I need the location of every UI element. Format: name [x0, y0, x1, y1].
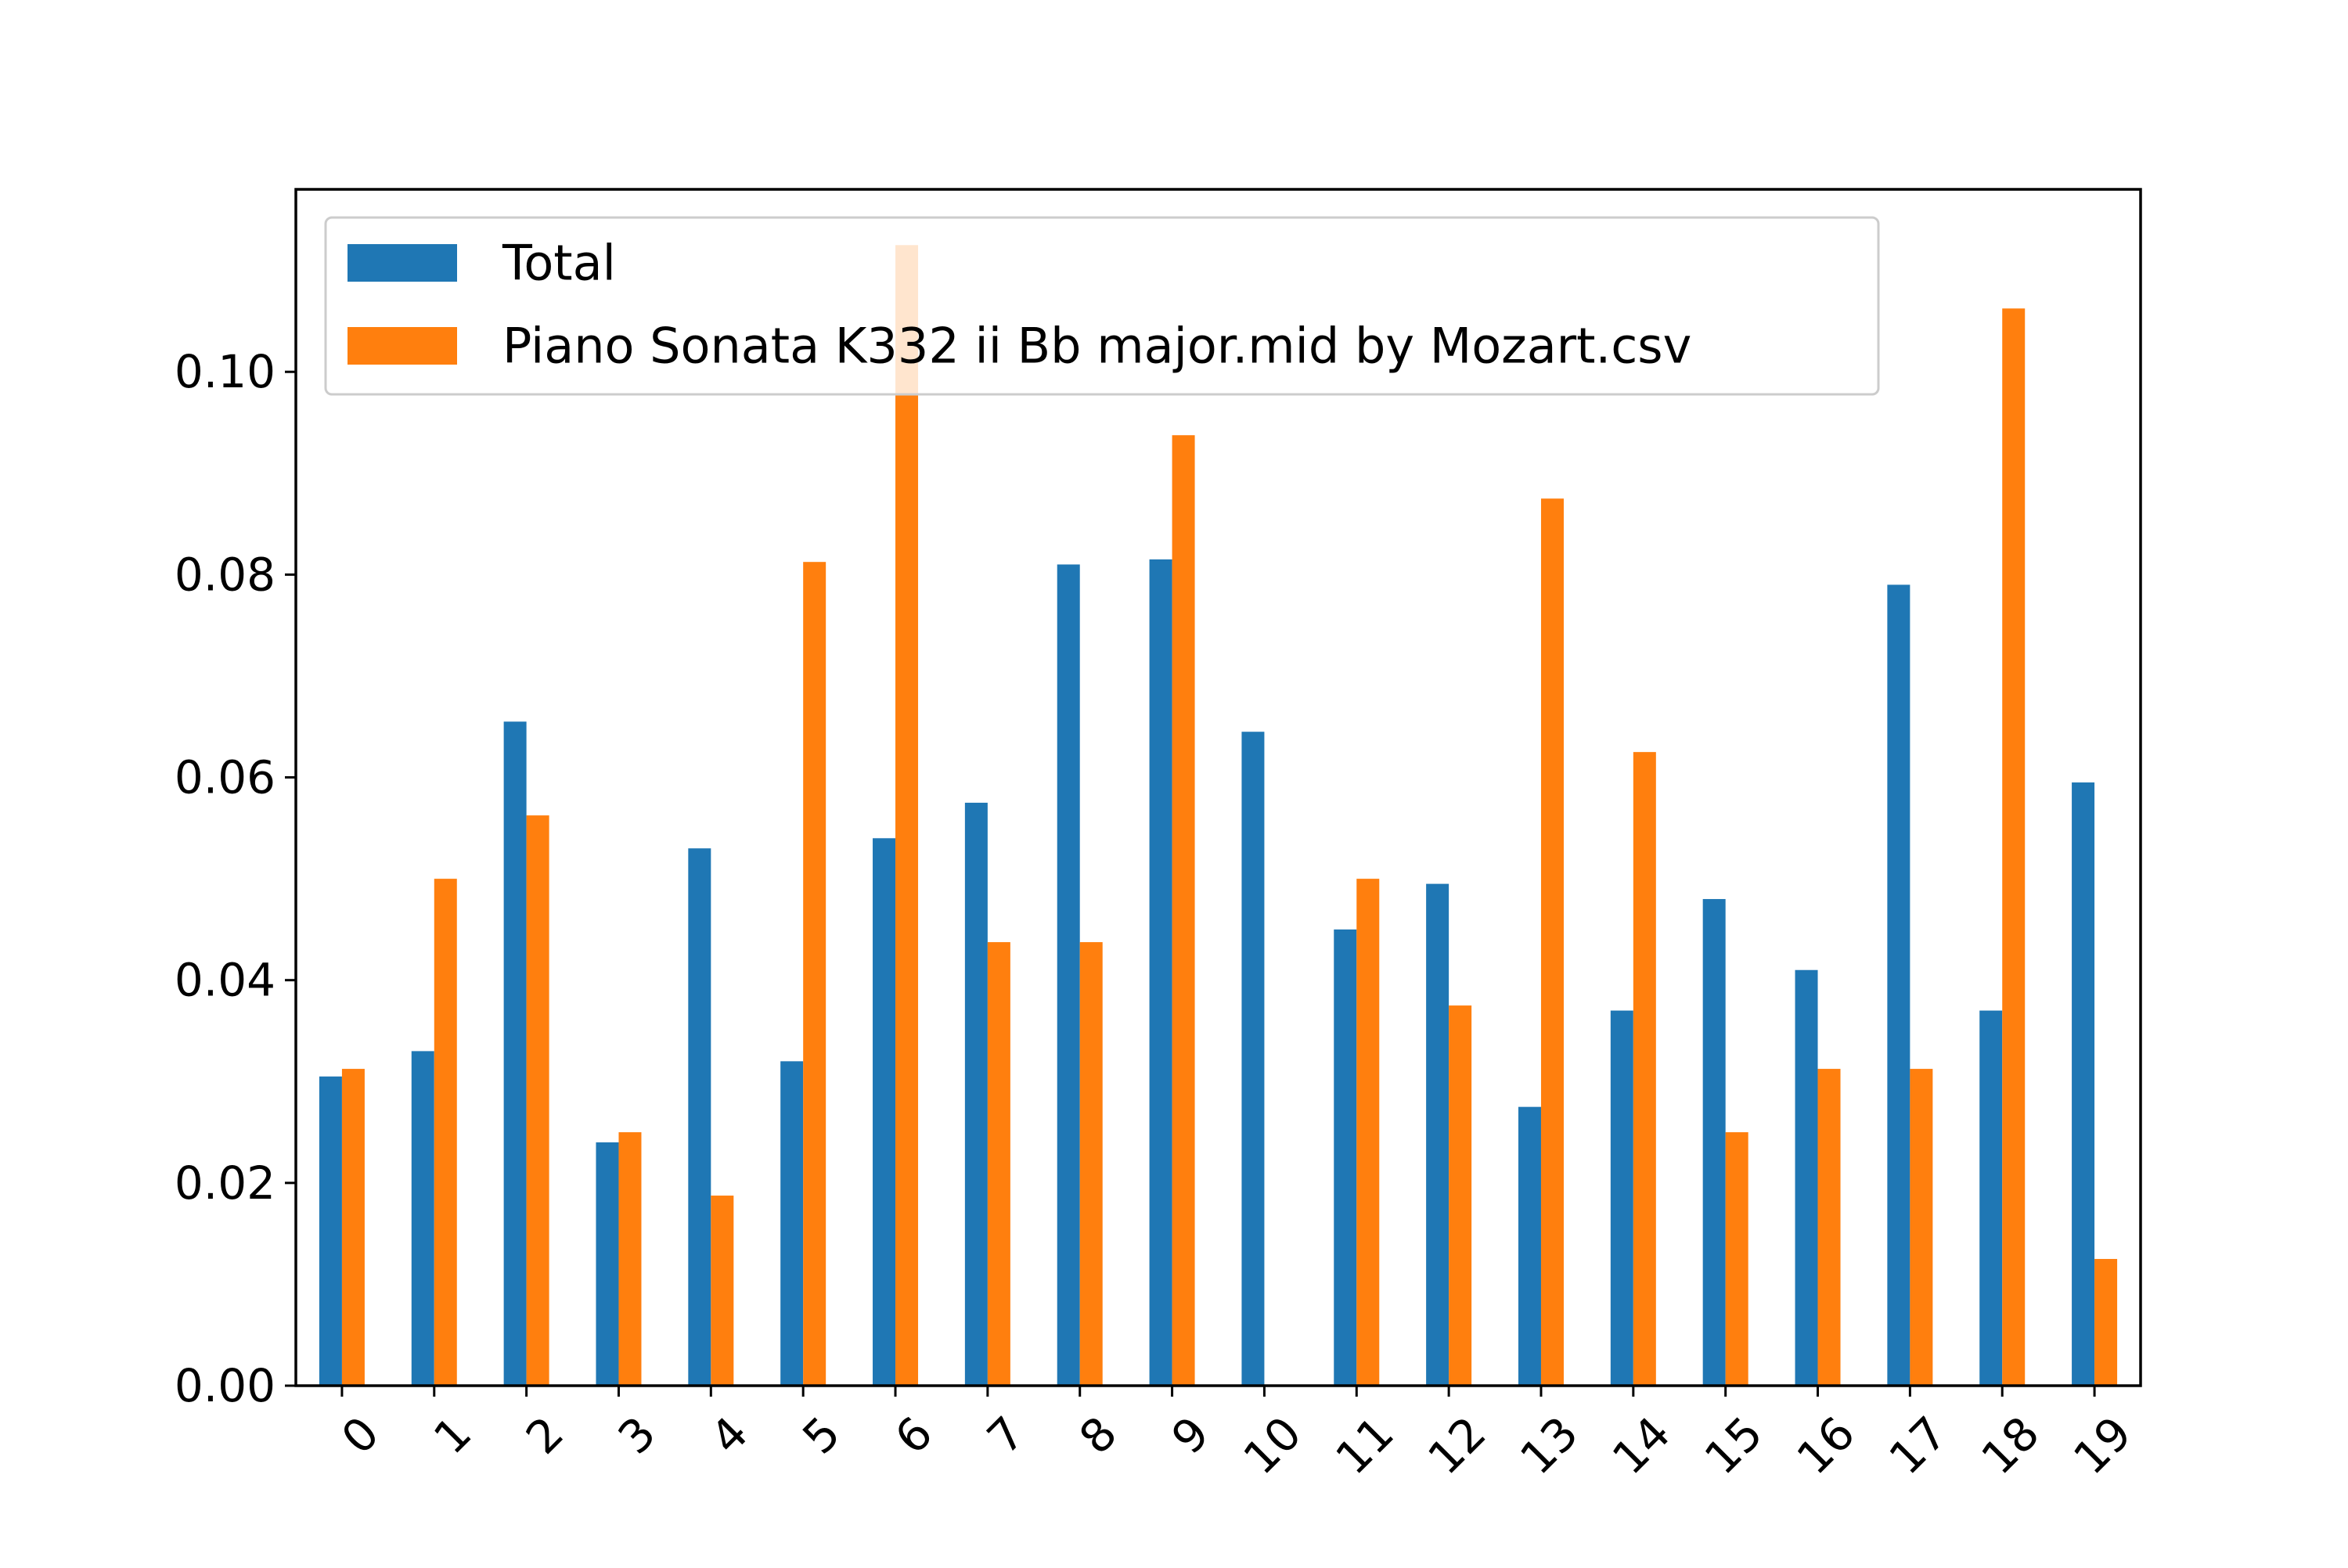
x-tick-label: 15	[1694, 1406, 1773, 1484]
bar-total-15	[1702, 899, 1726, 1386]
bar-total-14	[1610, 1010, 1633, 1386]
y-tick-label: 0.04	[175, 954, 275, 1007]
bar-piano-sonata-4	[711, 1196, 734, 1386]
bar-total-17	[1887, 584, 1910, 1386]
bar-total-19	[2072, 782, 2095, 1386]
y-tick-label: 0.08	[175, 548, 275, 601]
legend-swatch	[348, 244, 457, 282]
x-tick-label: 6	[884, 1406, 942, 1464]
x-tick-label: 19	[2063, 1406, 2141, 1484]
bar-total-12	[1426, 883, 1449, 1386]
bars-layer	[319, 245, 2118, 1386]
x-tick-label: 7	[977, 1406, 1035, 1464]
x-tick-label: 3	[608, 1406, 666, 1464]
bar-total-11	[1334, 929, 1357, 1386]
plot-frame	[294, 188, 2142, 1387]
y-tick-label: 0.06	[175, 751, 275, 804]
x-tick-label: 13	[1510, 1406, 1588, 1484]
legend-label: Total	[502, 235, 616, 292]
bar-total-9	[1149, 559, 1172, 1386]
x-tick-label: 5	[792, 1406, 850, 1464]
bar-piano-sonata-2	[526, 815, 549, 1386]
x-tick-label: 17	[1879, 1406, 1957, 1484]
y-tick-label: 0.10	[175, 345, 275, 398]
bar-total-5	[780, 1061, 804, 1386]
bar-total-1	[411, 1051, 434, 1386]
x-tick-label: 10	[1233, 1406, 1312, 1484]
y-axis: 0.00 0.02 0.04 0.06 0.08 0.10	[175, 345, 296, 1412]
bar-piano-sonata-16	[1817, 1069, 1841, 1386]
bar-piano-sonata-15	[1725, 1132, 1748, 1386]
x-tick-label: 11	[1325, 1406, 1403, 1484]
legend-box	[324, 216, 1880, 396]
legend-swatch	[348, 327, 457, 365]
bar-total-3	[596, 1142, 619, 1386]
x-axis: 0 1 2 3 4 5 6 7 8 9 10 11 12 13 14 15 16 17 18 19	[331, 1386, 2142, 1485]
legend: Total Piano Sonata K332 ii Bb major.mid b…	[324, 216, 1880, 396]
bar-piano-sonata-8	[1079, 942, 1103, 1386]
bar-total-16	[1795, 969, 1818, 1386]
bar-total-0	[319, 1076, 342, 1386]
bar-piano-sonata-12	[1449, 1005, 1472, 1386]
y-tick-label: 0.00	[175, 1359, 275, 1412]
x-tick-label: 12	[1417, 1406, 1496, 1484]
x-tick-label: 18	[1971, 1406, 2049, 1484]
bar-total-13	[1518, 1106, 1541, 1386]
x-tick-label: 9	[1161, 1406, 1219, 1464]
bar-total-18	[1979, 1010, 2003, 1386]
bar-piano-sonata-3	[618, 1132, 642, 1386]
x-tick-label: 8	[1069, 1406, 1127, 1464]
bar-total-6	[873, 838, 896, 1386]
bar-piano-sonata-6	[895, 245, 919, 1386]
bar-piano-sonata-1	[434, 879, 457, 1386]
bar-total-4	[688, 848, 711, 1386]
x-tick-label: 1	[423, 1406, 481, 1464]
bar-piano-sonata-13	[1540, 498, 1564, 1386]
bar-piano-sonata-5	[803, 562, 826, 1386]
bar-piano-sonata-0	[341, 1069, 365, 1386]
bar-piano-sonata-14	[1633, 752, 1656, 1386]
bar-total-8	[1057, 564, 1080, 1386]
bar-total-7	[964, 802, 988, 1386]
bar-piano-sonata-9	[1172, 435, 1195, 1386]
bar-piano-sonata-17	[1910, 1069, 1933, 1386]
bar-piano-sonata-7	[987, 942, 1010, 1386]
bar-piano-sonata-18	[2002, 308, 2026, 1386]
x-tick-label: 2	[516, 1406, 574, 1464]
bar-piano-sonata-11	[1356, 879, 1380, 1386]
x-tick-label: 0	[331, 1406, 389, 1464]
legend-label: Piano Sonata K332 ii Bb major.mid by Moz…	[502, 318, 1691, 375]
bar-total-2	[503, 721, 527, 1386]
x-tick-label: 14	[1602, 1406, 1680, 1484]
x-tick-label: 4	[700, 1406, 758, 1464]
x-tick-label: 16	[1787, 1406, 1865, 1484]
bar-total-10	[1241, 732, 1265, 1386]
y-tick-label: 0.02	[175, 1156, 275, 1210]
bar-piano-sonata-19	[2094, 1259, 2118, 1386]
